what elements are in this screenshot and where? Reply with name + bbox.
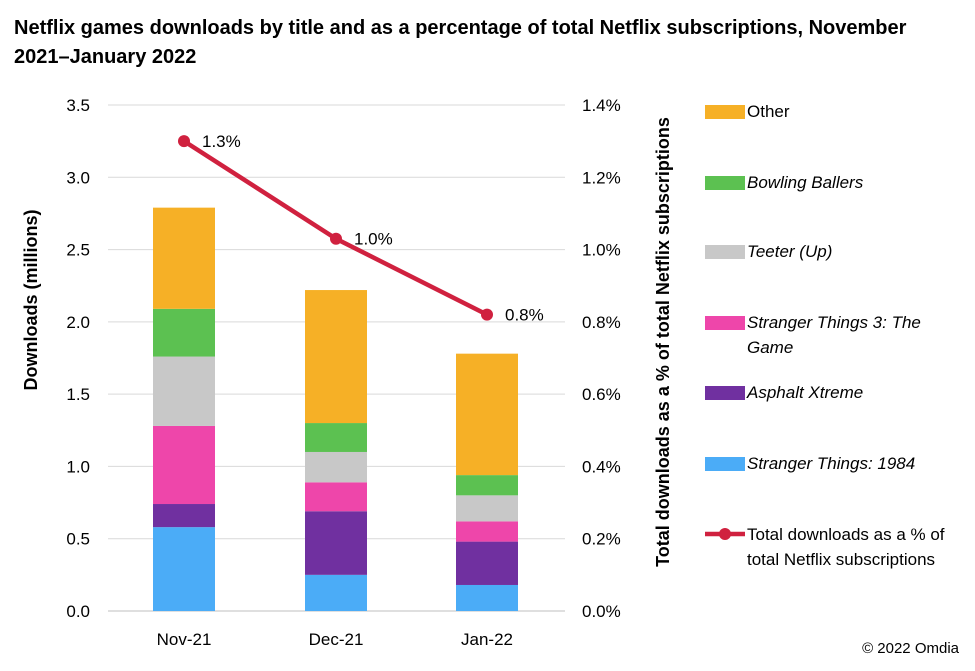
y-axis-label: Downloads (millions) <box>21 209 41 390</box>
bar-segment <box>456 353 518 476</box>
y2-tick-label: 0.8% <box>582 313 621 332</box>
legend-label: Asphalt Xtreme <box>747 383 864 402</box>
y2-axis-label: Total downloads as a % of total Netflix … <box>653 117 673 567</box>
y2-tick-label: 1.2% <box>582 168 621 187</box>
y-tick-label: 1.5 <box>66 385 90 404</box>
legend-swatch <box>705 316 745 330</box>
legend-swatch <box>705 457 745 471</box>
bar-segment <box>153 356 215 426</box>
legend-line-marker <box>705 528 745 540</box>
line-path <box>182 139 489 317</box>
y2-tick-label: 0.2% <box>582 530 621 549</box>
bar-segment <box>456 475 518 496</box>
legend-swatch <box>705 176 745 190</box>
line-point <box>330 232 342 245</box>
legend-label: Bowling Ballers <box>747 173 864 192</box>
axes: 0.0 0.5 1.0 1.5 2.0 2.5 3.0 3.5 0.0% 0.2% 0.4% 0.6%… <box>66 96 620 649</box>
y2-tick-label: 0.0% <box>582 602 621 621</box>
bar-segment <box>305 574 367 611</box>
y-tick-label: 3.0 <box>66 168 90 187</box>
bar-segment <box>153 504 215 528</box>
legend-label: Teeter (Up) <box>747 242 833 261</box>
y-tick-label: 1.0 <box>66 457 90 476</box>
y2-tick-label: 0.4% <box>582 457 621 476</box>
bar-segment <box>153 527 215 611</box>
legend-swatch <box>705 245 745 259</box>
stacked-bars <box>153 207 518 611</box>
data-label: 1.0% <box>354 230 393 249</box>
percentage-line: 1.3% 1.0% 0.8% <box>178 132 544 325</box>
y2-tick-label: 0.6% <box>582 385 621 404</box>
bar-segment <box>305 482 367 512</box>
x-tick-label: Nov-21 <box>157 630 212 649</box>
bar-segment <box>153 308 215 357</box>
bar-segment <box>456 541 518 585</box>
line-point <box>481 308 493 321</box>
bar-segment <box>305 423 367 452</box>
legend-label: Stranger Things 3: The Game <box>747 313 921 357</box>
legend-label: Other <box>747 102 790 121</box>
data-label: 1.3% <box>202 132 241 151</box>
bar-segment <box>305 290 367 424</box>
bar-segment <box>153 425 215 505</box>
y2-tick-label: 1.4% <box>582 96 621 115</box>
bar-segment <box>305 511 367 575</box>
chart-title: Netflix games downloads by title and as … <box>14 17 907 68</box>
legend-swatch <box>705 105 745 119</box>
bar-segment <box>456 495 518 522</box>
data-label: 0.8% <box>505 306 544 325</box>
y-tick-label: 2.0 <box>66 313 90 332</box>
legend-label: Total downloads as a % of total Netflix … <box>747 525 945 569</box>
y-tick-label: 2.5 <box>66 241 90 260</box>
legend-label: Stranger Things: 1984 <box>747 454 916 473</box>
bar-segment <box>456 584 518 611</box>
copyright-notice: © 2022 Omdia <box>862 640 959 657</box>
x-tick-label: Jan-22 <box>461 630 513 649</box>
y-tick-label: 3.5 <box>66 96 90 115</box>
legend-swatch <box>705 386 745 400</box>
y-tick-label: 0.5 <box>66 530 90 549</box>
bar-segment <box>456 521 518 542</box>
x-tick-label: Dec-21 <box>309 630 364 649</box>
line-point <box>178 135 190 148</box>
y-tick-label: 0.0 <box>66 602 90 621</box>
bar-segment <box>305 451 367 483</box>
legend-line-dot <box>719 528 731 540</box>
y2-tick-label: 1.0% <box>582 241 621 260</box>
bar-segment <box>153 207 215 309</box>
